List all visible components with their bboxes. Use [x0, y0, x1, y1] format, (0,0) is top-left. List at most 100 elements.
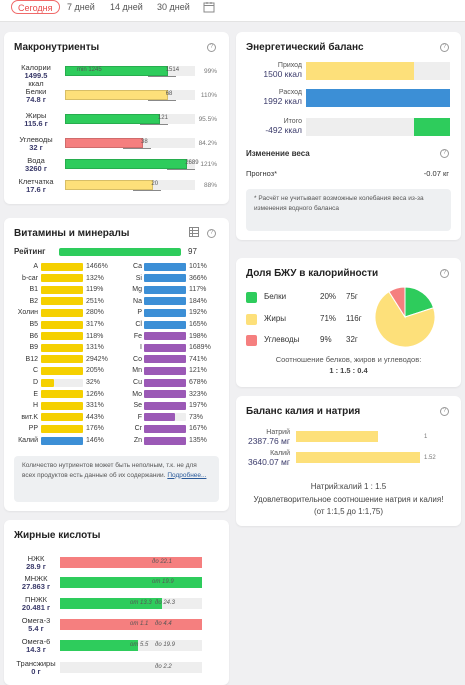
fatty-acid-label: МНЖК 27.863 г: [14, 575, 58, 591]
help-icon[interactable]: ?: [207, 229, 216, 238]
nutrient-name: B6: [29, 332, 38, 340]
macro-norm-mark: 2689: [185, 160, 199, 166]
macro-label: Клетчатка 17.6 г: [14, 178, 58, 194]
period-14-days[interactable]: 14 дней: [110, 2, 143, 12]
macro-norm-mark: 68: [165, 91, 173, 97]
period-30-days[interactable]: 30 дней: [157, 2, 190, 12]
macro-unit: ккал: [28, 79, 44, 88]
macro-row: Клетчатка 17.6 г 20 88%: [4, 178, 224, 202]
help-icon[interactable]: ?: [207, 43, 216, 52]
nutrient-percent: 165%: [189, 321, 207, 328]
macro-label: Вода 3260 г: [14, 157, 58, 173]
nutrient-percent: 119%: [86, 286, 104, 294]
nutrient-bar: [41, 297, 83, 306]
nutrient-row: Калий 146%: [4, 436, 229, 445]
macronutrients-title: Макронутриенты: [14, 42, 100, 53]
table-icon[interactable]: [189, 227, 199, 237]
fatty-acid-bar-fill: [60, 557, 202, 568]
nutrient-name: Cr: [134, 425, 142, 433]
nutrient-percent: 366%: [189, 274, 207, 282]
macro-name: Клетчатка: [18, 177, 54, 186]
nutrient-row: Cu 678%: [4, 378, 229, 387]
help-icon[interactable]: ?: [440, 149, 449, 158]
nutrient-percent: 101%: [189, 263, 207, 270]
nutrient-percent: 198%: [189, 332, 207, 340]
macro-norm-mark: 20: [151, 181, 159, 187]
potassium-sodium-title: Баланс калия и натрия: [246, 406, 361, 417]
bju-grams: 116г: [346, 314, 362, 323]
nutrient-percent: 121%: [189, 367, 207, 375]
macro-norm-line: [147, 76, 176, 77]
nutrient-row: Cr 167%: [4, 424, 229, 433]
rating-bar: [59, 248, 181, 256]
fatty-acid-bar-fill: [60, 619, 202, 630]
macro-norm-line: [147, 100, 176, 101]
fatty-acid-max-mark: до 24.3: [155, 599, 175, 606]
nutrient-name: B12: [25, 355, 38, 363]
mineral-name: Натрий: [266, 429, 290, 436]
nutrient-percent: 741%: [189, 355, 207, 363]
nutrient-percent: 135%: [189, 437, 207, 444]
mineral-bar: [296, 431, 378, 442]
nutrient-row: B2 251%: [4, 297, 229, 306]
macro-percent: 84.2%: [198, 140, 217, 147]
nutrient-name: Mg: [132, 286, 142, 294]
nutrient-bar: [41, 401, 83, 410]
fatty-acid-name: НЖК: [27, 554, 45, 563]
nutrient-name: Ca: [133, 263, 142, 270]
nutrient-name: A: [33, 263, 38, 270]
macro-bar-track: 38: [65, 138, 195, 148]
nutrient-bar: [41, 274, 83, 283]
bju-row: Углеводы 9% 32г: [246, 334, 366, 346]
mineral-label: Натрий 2387.76 мг: [246, 429, 290, 445]
macro-value: 3260 г: [25, 164, 47, 173]
help-icon[interactable]: ?: [440, 43, 449, 52]
nutrient-row: Холин 280%: [4, 308, 229, 317]
macro-norm-line: [167, 169, 196, 170]
calendar-icon[interactable]: [203, 1, 215, 13]
nutrient-name: Fe: [133, 332, 142, 340]
mineral-value: 3640.07 мг: [247, 457, 290, 467]
help-icon[interactable]: ?: [440, 407, 449, 416]
nutrient-name: Cl: [135, 321, 142, 328]
energy-bar-fill: [306, 62, 414, 80]
help-icon[interactable]: ?: [440, 269, 449, 278]
macro-value: 115.6 г: [24, 119, 48, 128]
nutrient-percent: 118%: [86, 332, 104, 340]
fatty-acid-min-mark: до 22.1: [152, 558, 172, 565]
pie-slice-Белки: [404, 286, 435, 318]
fatty-acids-title: Жирные кислоты: [14, 530, 101, 541]
macro-norm-line: [139, 124, 168, 125]
nutrient-row: PP 176%: [4, 424, 229, 433]
macro-row: Жиры 115.6 г 121 95.5%: [4, 112, 224, 136]
vitamins-title: Витамины и минералы: [14, 228, 130, 239]
nutrient-bar-track: [54, 378, 83, 387]
nutrient-percent: 73%: [189, 413, 204, 421]
legend-swatch: [246, 314, 257, 325]
more-link[interactable]: Подробнее...: [167, 471, 207, 479]
fatty-acid-bar-track: до 22.1: [60, 557, 202, 568]
nutrient-percent: 1466%: [86, 263, 108, 270]
macro-value: 32 г: [29, 143, 43, 152]
macro-bar-fill: [65, 90, 168, 100]
energy-row-value: 1500 ккал: [263, 69, 302, 79]
macro-bar-fill: [65, 114, 160, 124]
forecast-label: Прогноз*: [246, 169, 278, 178]
energy-row-value: -492 ккал: [265, 125, 302, 135]
fatty-acid-bar-track: от 1.1 до 4.4: [60, 619, 202, 630]
macro-label: Жиры 115.6 г: [14, 112, 58, 128]
macro-percent: 99%: [203, 68, 217, 75]
pie-slice-Жиры: [374, 290, 436, 348]
energy-bar-track: [306, 89, 450, 107]
nutrient-bar: [144, 262, 186, 271]
macro-row: Вода 3260 г 2689 121%: [4, 157, 224, 181]
nutrient-percent: 117%: [189, 286, 207, 294]
nutrient-name: E: [33, 390, 38, 398]
period-7-days[interactable]: 7 дней: [67, 2, 95, 12]
macro-name: Белки: [25, 87, 47, 96]
period-today[interactable]: Сегодня: [11, 0, 60, 14]
nutrient-bar: [41, 390, 83, 399]
nutrient-row: Co 741%: [4, 355, 229, 364]
bju-pie-chart: [374, 286, 436, 348]
rating-value: 97: [188, 247, 197, 256]
